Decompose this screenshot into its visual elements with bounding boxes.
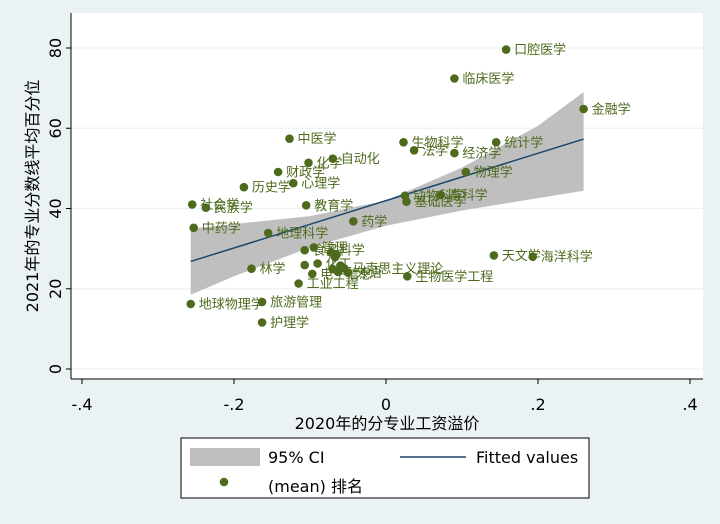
data-point: [186, 299, 195, 309]
point-label: 心理学: [301, 176, 340, 192]
point-label: 经济学: [462, 146, 501, 162]
data-point: [304, 158, 313, 168]
point-label: 法学: [422, 143, 448, 159]
data-point: [349, 217, 358, 226]
point-label: 基础医学: [415, 194, 467, 210]
fitted-line: [190, 138, 584, 263]
x-tick-label: .4: [682, 395, 697, 414]
x-axis-title: 2020年的分专业工资溢价: [295, 414, 480, 433]
data-point: [300, 260, 310, 270]
x-tick-label: 0: [381, 395, 391, 414]
point-label: 海洋科学: [541, 249, 593, 265]
data-point: [300, 245, 310, 255]
point-label: 食品科学: [313, 243, 365, 259]
data-point: [201, 203, 211, 212]
y-tick-label: 20: [46, 279, 65, 299]
legend-ci-swatch: [190, 448, 260, 466]
data-point: [289, 178, 298, 188]
point-label: 畜科学: [449, 187, 488, 203]
data-point: [294, 279, 303, 288]
data-point: [187, 200, 197, 209]
legend-label: (mean) 排名: [268, 477, 363, 496]
data-point: [328, 154, 338, 163]
data-point: [343, 268, 353, 278]
x-tick-label: .2: [530, 395, 545, 414]
data-point: [257, 318, 267, 327]
x-tick-label: -.2: [223, 395, 244, 414]
data-point: [436, 190, 446, 200]
point-label: 中药学: [202, 220, 241, 236]
data-point: [308, 269, 317, 279]
point-label: 财政学: [286, 165, 325, 181]
point-label: 外语: [356, 266, 382, 281]
point-label: 生物科学: [412, 135, 464, 151]
data-point: [301, 201, 311, 210]
data-point: [247, 264, 256, 274]
point-label: 民族学: [214, 200, 253, 216]
data-point: [402, 197, 411, 206]
plot-area: [71, 13, 703, 379]
data-point: [409, 146, 419, 155]
data-point: [528, 252, 537, 261]
data-point: [399, 138, 408, 147]
point-label: 旅游管理: [270, 296, 322, 311]
point-label: 护理学: [270, 315, 309, 331]
data-point: [450, 74, 459, 83]
data-point: [309, 243, 319, 252]
point-label: 生物医学工程: [415, 269, 493, 285]
data-point: [501, 45, 511, 54]
y-tick-label: 80: [46, 38, 65, 58]
data-point: [491, 138, 501, 147]
legend: 95% CI Fitted values (mean) 排名: [180, 437, 590, 499]
point-label: 金融学: [592, 102, 631, 118]
data-point: [263, 228, 273, 238]
point-label: 工业工程: [307, 277, 359, 292]
point-label: 电子信息: [320, 266, 372, 282]
point-label: 教育学: [314, 198, 353, 214]
ci-band: [190, 92, 584, 295]
y-tick-label: 0: [46, 364, 65, 374]
axes: 0 20 40 60 80 -.4 -.2 0 .2 .4: [46, 13, 703, 414]
data-point: [285, 134, 294, 143]
legend-point-swatch: [219, 477, 229, 487]
point-label: 历史学: [252, 180, 291, 196]
data-point: [313, 259, 322, 268]
point-label: 物理学: [474, 165, 513, 181]
point-label: 地理科学: [276, 226, 328, 242]
data-point: [403, 272, 412, 281]
point-label: 自动化: [341, 152, 380, 167]
data-point: [579, 104, 588, 114]
legend-label: 95% CI: [268, 448, 325, 467]
data-point: [273, 167, 283, 177]
point-label: 地球物理学: [199, 297, 264, 313]
point-label: 中医学: [298, 131, 337, 147]
legend-label: Fitted values: [476, 448, 578, 467]
point-label: 林学: [260, 261, 286, 277]
data-point: [450, 148, 459, 158]
point-label: 统计学: [504, 135, 543, 151]
legend-box: [180, 437, 590, 499]
data-point: [333, 267, 343, 277]
point-label: 临床医学: [462, 71, 514, 87]
y-tick-label: 40: [46, 198, 65, 218]
data-point: [189, 223, 198, 233]
point-label: 化学: [317, 155, 343, 171]
point-label: 马克思主义理论: [352, 262, 443, 277]
data-point: [257, 297, 267, 307]
data-point: [489, 251, 499, 260]
data-point: [239, 182, 249, 192]
y-axis-title: 2021年的专业分数线平均百分位: [23, 80, 42, 313]
data-point: [330, 252, 340, 262]
point-label: 口腔医学: [514, 42, 566, 58]
data-point: [461, 167, 471, 177]
x-tick-label: -.4: [71, 395, 92, 414]
y-tick-label: 60: [46, 118, 65, 138]
point-label: 药学: [361, 214, 387, 230]
